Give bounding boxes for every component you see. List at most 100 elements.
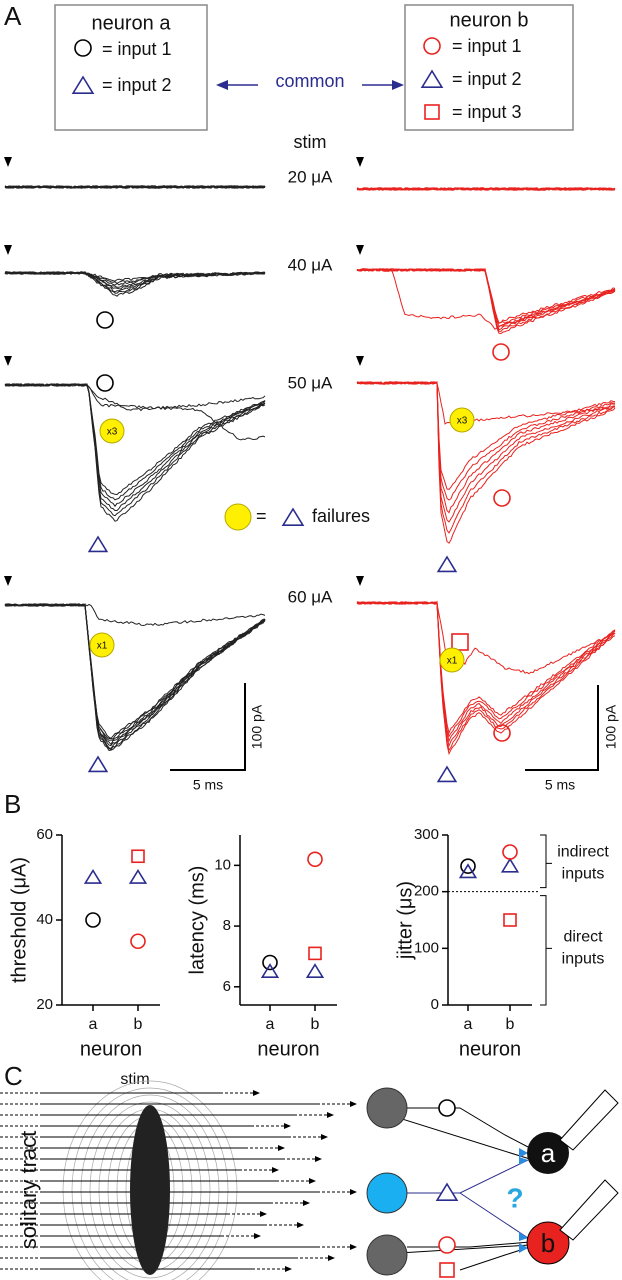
y-tick-label: 10 — [214, 856, 231, 873]
x-tick-label: a — [89, 1016, 98, 1033]
arrowhead — [272, 1167, 279, 1173]
legend-entry: = input 2 — [452, 69, 522, 89]
triangle-marker — [87, 755, 109, 773]
stim-field — [62, 1080, 238, 1280]
circuit-diagram — [0, 1080, 619, 1280]
arrowhead — [253, 1090, 260, 1096]
panel-label: B — [4, 789, 21, 819]
stim-level: 60 μA — [288, 587, 333, 606]
arrowhead — [260, 1211, 267, 1217]
stim-level: 50 μA — [288, 373, 333, 392]
stim-level: 20 μA — [288, 167, 333, 186]
failure-count: x3 — [457, 416, 468, 427]
trace — [356, 381, 616, 490]
trace — [356, 381, 616, 501]
stim-label: stim — [120, 1071, 149, 1088]
y-tick-label: 300 — [414, 826, 439, 843]
neuron-label: b — [541, 1228, 555, 1258]
circle-marker — [502, 844, 518, 860]
question-mark: ? — [506, 1182, 523, 1213]
stim-artifact — [356, 157, 364, 167]
label-bg — [258, 70, 362, 94]
circle-marker — [85, 912, 101, 928]
annotation: direct — [563, 929, 603, 946]
trace — [356, 187, 616, 191]
legend-box — [54, 4, 208, 131]
square-marker — [451, 633, 469, 651]
circle-marker — [423, 37, 441, 55]
triangle-marker — [83, 868, 103, 884]
arrowhead — [254, 1233, 261, 1239]
triangle-marker — [436, 555, 458, 573]
circle-marker — [130, 933, 146, 950]
x-tick-label: b — [311, 1016, 320, 1033]
x-axis-label: neuron — [80, 1038, 142, 1060]
trace — [356, 601, 616, 752]
x-tick-label: b — [506, 1016, 515, 1033]
failure-count: x3 — [107, 427, 118, 438]
trace — [356, 601, 616, 756]
legend-title: neuron b — [450, 9, 529, 31]
stim-artifact — [4, 576, 12, 586]
trace — [4, 383, 266, 496]
y-tick-label: 6 — [223, 978, 231, 995]
stim-artifact — [4, 157, 12, 167]
arrowhead — [278, 1145, 285, 1151]
legend-title: neuron a — [92, 12, 172, 34]
square-marker — [131, 849, 145, 864]
square-marker — [424, 104, 440, 120]
legend-entry: = input 2 — [102, 75, 172, 95]
trace — [356, 601, 616, 748]
trace — [356, 601, 616, 675]
circle-marker — [262, 954, 278, 971]
trace — [4, 603, 266, 749]
trace — [356, 381, 616, 523]
y-axis-label: latency (ms) — [186, 866, 208, 975]
failure-count: x1 — [97, 641, 108, 652]
trace — [356, 381, 615, 534]
stim-artifact — [4, 245, 12, 255]
annotation: indirect — [557, 844, 609, 861]
y-tick-label: 100 — [414, 939, 439, 956]
x-axis-label: neuron — [257, 1038, 319, 1060]
failure-badge — [449, 407, 475, 433]
failure-badge — [99, 418, 125, 444]
arrowhead — [350, 1189, 357, 1195]
trace — [356, 268, 616, 335]
triangle-marker — [436, 765, 458, 783]
circle-marker — [493, 724, 511, 742]
recorded-neuron — [526, 1221, 570, 1265]
arrowhead — [285, 1266, 292, 1272]
common-label: common — [275, 71, 344, 91]
triangle-marker — [128, 868, 148, 884]
failure-symbol — [224, 503, 252, 531]
y-tick-label: 200 — [414, 883, 439, 900]
stim-field — [80, 1094, 220, 1280]
y-axis-label: jitter (μs) — [394, 881, 416, 960]
triangle-marker — [281, 507, 305, 526]
recorded-neuron — [527, 1132, 569, 1174]
relay-neuron — [366, 1087, 408, 1129]
arrowhead — [309, 1178, 316, 1184]
triangle-marker — [435, 1182, 459, 1201]
tract-label: solitary tract — [16, 1131, 41, 1250]
circle-marker — [493, 489, 511, 507]
triangle-marker — [500, 857, 520, 873]
stim-artifact — [356, 576, 364, 586]
y-tick-label: 20 — [36, 996, 53, 1013]
relay-neuron — [366, 1172, 408, 1214]
trace — [4, 383, 266, 522]
circle-marker — [460, 858, 476, 874]
circle-marker — [438, 1236, 456, 1254]
arrowhead — [327, 1112, 334, 1118]
trace — [4, 383, 266, 412]
y-axis-label: threshold (μA) — [8, 857, 30, 983]
arrowhead — [284, 1123, 291, 1129]
scale-label: 100 pA — [249, 704, 265, 749]
trace — [4, 383, 266, 511]
circle-marker — [438, 1099, 456, 1117]
brace — [540, 834, 552, 1006]
failure-badge — [89, 632, 115, 658]
circle-marker — [492, 343, 510, 361]
